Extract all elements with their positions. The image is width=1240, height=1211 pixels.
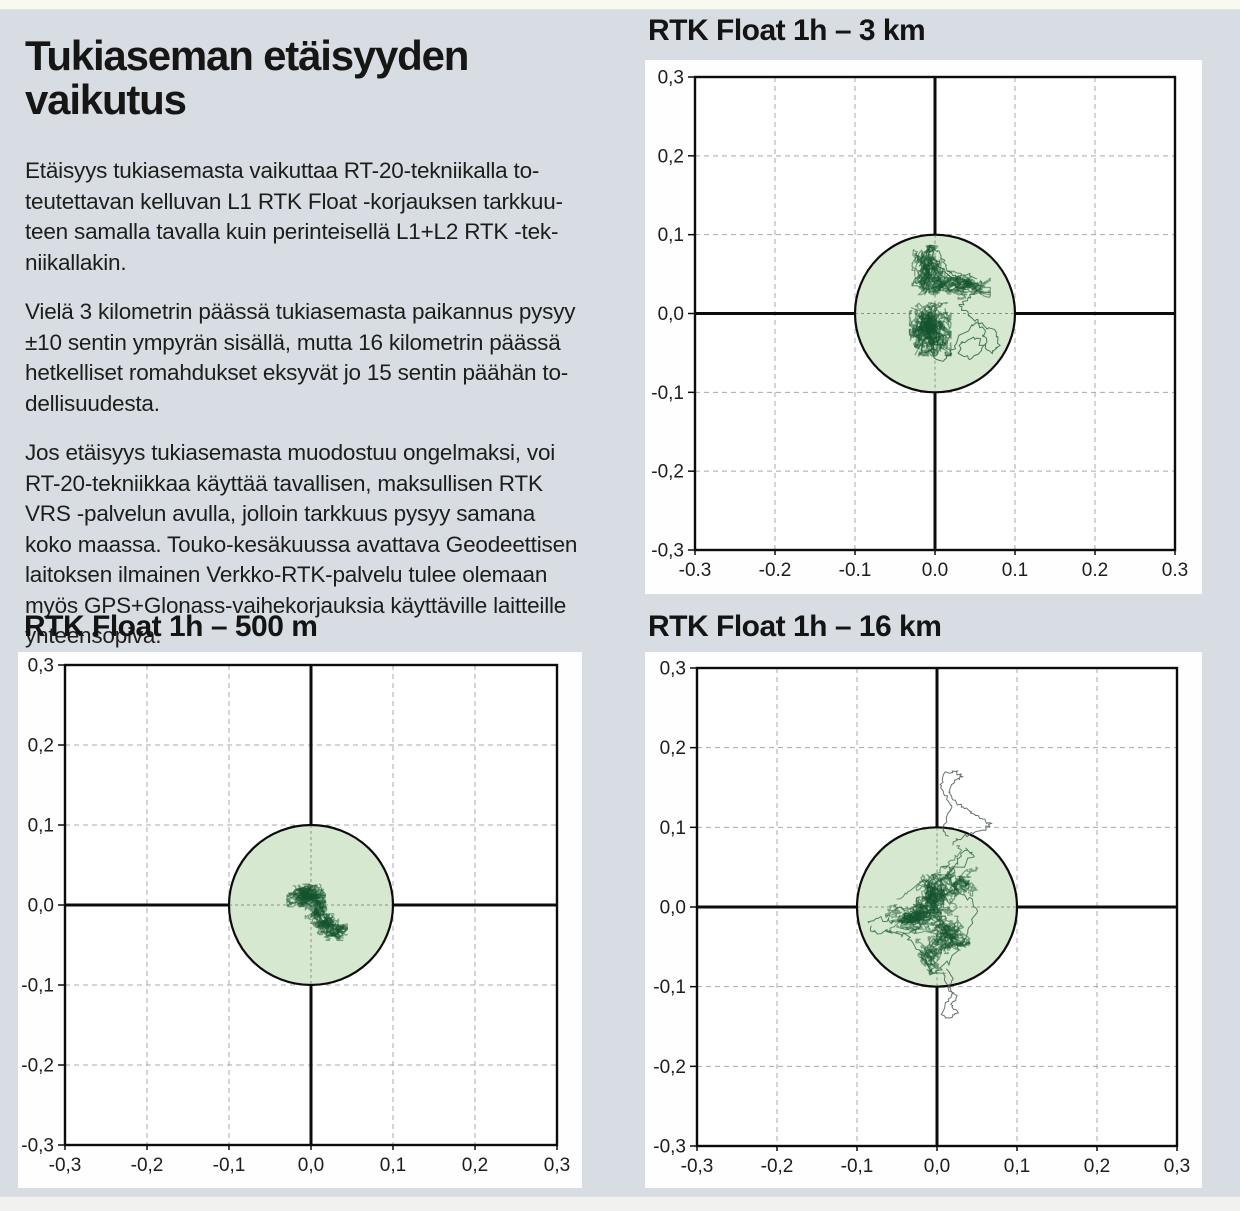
y-tick-label: -0,3 xyxy=(653,1137,686,1158)
x-tick-label: 0,0 xyxy=(298,1155,324,1176)
x-tick-label: -0.3 xyxy=(679,560,712,581)
x-tick-label: -0.1 xyxy=(839,560,872,581)
x-tick-label: -0,1 xyxy=(841,1156,874,1177)
y-tick-label: 0,2 xyxy=(660,738,686,759)
y-tick-label: -0,1 xyxy=(651,383,684,404)
scatter-chart-16km: 0,3 -0,3 0,2 -0,2 0,1 -0,1 0,0 0,0 -0,1 0,1 -0,2 0,… xyxy=(653,659,1190,1178)
chart-title-500m: RTK Float 1h – 500 m xyxy=(24,610,318,643)
x-tick-label: 0,1 xyxy=(1004,1156,1030,1177)
y-tick-label: -0,3 xyxy=(21,1136,54,1157)
x-tick-label: 0.0 xyxy=(922,560,948,581)
chart-panel-3km: 0,3 -0.3 0,2 -0.2 0,1 -0.1 0,0 0.0 -0,1 0.1 -0,2 0.… xyxy=(645,60,1202,594)
y-tick-label: 0,1 xyxy=(658,225,684,246)
y-tick-label: -0,2 xyxy=(651,462,684,483)
chart-panel-500m: 0,3 -0,3 0,2 -0,2 0,1 -0,1 0,0 0,0 -0,1 0,1 -0,2 0,… xyxy=(18,652,582,1188)
y-tick-label: 0,3 xyxy=(660,659,686,680)
chart-panel-16km: 0,3 -0,3 0,2 -0,2 0,1 -0,1 0,0 0,0 -0,1 0,1 -0,2 0,… xyxy=(645,652,1202,1188)
chart-title-16km: RTK Float 1h – 16 km xyxy=(648,610,942,643)
x-tick-label: -0,3 xyxy=(681,1156,714,1177)
y-tick-label: 0,3 xyxy=(28,656,54,677)
x-tick-label: 0,2 xyxy=(1084,1156,1110,1177)
y-tick-label: 0,1 xyxy=(660,818,686,839)
y-tick-label: -0,3 xyxy=(651,541,684,562)
x-tick-label: 0,1 xyxy=(380,1155,406,1176)
bottom-margin-strip xyxy=(0,1196,1240,1211)
scatter-chart-3km: 0,3 -0.3 0,2 -0.2 0,1 -0.1 0,0 0.0 -0,1 0.1 -0,2 0.… xyxy=(651,68,1188,582)
x-tick-label: -0,1 xyxy=(213,1155,246,1176)
x-tick-label: 0.1 xyxy=(1002,560,1028,581)
y-tick-label: -0,1 xyxy=(653,977,686,998)
article-column: Tukiaseman etäisyyden vaikutus Etäisyys … xyxy=(25,32,591,671)
x-tick-label: 0.2 xyxy=(1082,560,1108,581)
paragraph: Vielä 3 kilometrin päässä tukiasemasta p… xyxy=(25,299,576,416)
top-margin-strip xyxy=(0,0,1240,10)
y-tick-label: 0,3 xyxy=(658,68,684,89)
y-tick-label: -0,2 xyxy=(653,1057,686,1078)
x-tick-label: -0,2 xyxy=(761,1156,794,1177)
chart-title-3km: RTK Float 1h – 3 km xyxy=(648,14,926,47)
y-tick-label: 0,0 xyxy=(658,304,684,325)
paragraph: Etäisyys tukiasemasta vaikuttaa RT-20-te… xyxy=(25,158,563,275)
article-paragraphs: Etäisyys tukiasemasta vaikuttaa RT-20-te… xyxy=(25,156,591,652)
x-tick-label: -0.2 xyxy=(759,560,792,581)
x-tick-label: 0,2 xyxy=(462,1155,488,1176)
y-tick-label: 0,2 xyxy=(658,146,684,167)
x-tick-label: -0,2 xyxy=(131,1155,164,1176)
y-tick-label: 0,2 xyxy=(28,736,54,757)
x-tick-label: 0.3 xyxy=(1162,560,1188,581)
x-tick-label: 0,3 xyxy=(1164,1156,1190,1177)
x-tick-label: -0,3 xyxy=(49,1155,82,1176)
y-tick-label: -0,1 xyxy=(21,976,54,997)
scatter-chart-500m: 0,3 -0,3 0,2 -0,2 0,1 -0,1 0,0 0,0 -0,1 0,1 -0,2 0,… xyxy=(21,656,570,1177)
paragraph: Jos etäisyys tukiasemasta muodostuu onge… xyxy=(25,440,578,649)
y-tick-label: 0,0 xyxy=(28,896,54,917)
y-tick-label: 0,0 xyxy=(660,898,686,919)
y-tick-label: -0,2 xyxy=(21,1056,54,1077)
x-tick-label: 0,0 xyxy=(924,1156,950,1177)
y-tick-label: 0,1 xyxy=(28,816,54,837)
x-tick-label: 0,3 xyxy=(544,1155,570,1176)
article-title: Tukiaseman etäisyyden vaikutus xyxy=(25,32,469,124)
